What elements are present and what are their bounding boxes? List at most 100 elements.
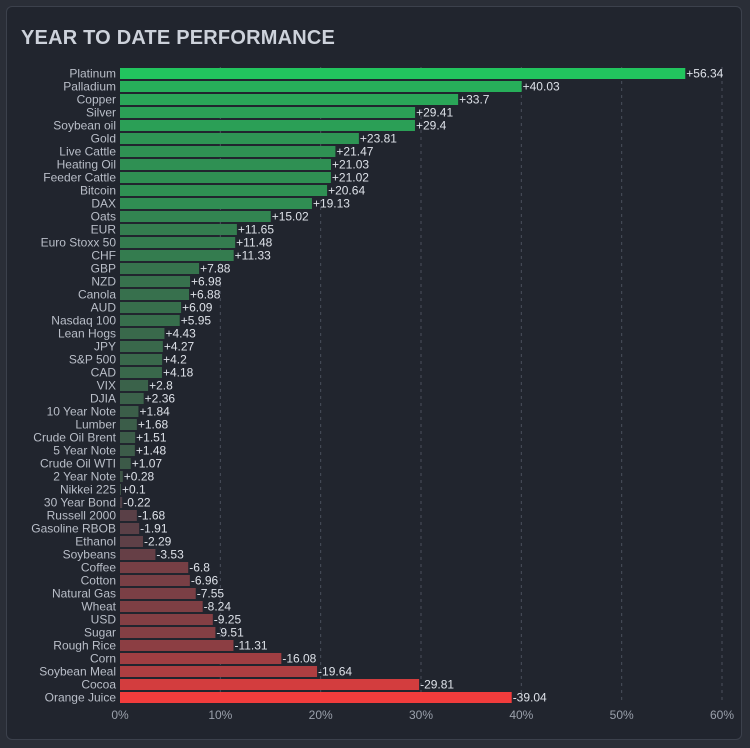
bar	[120, 419, 137, 430]
value-label: +1.68	[138, 418, 169, 432]
category-label: Cocoa	[81, 678, 116, 692]
category-label: 5 Year Note	[53, 444, 116, 458]
bar	[120, 510, 137, 521]
bar	[120, 328, 165, 339]
bar	[120, 68, 686, 79]
x-tick-label: 10%	[208, 708, 232, 722]
bar	[120, 146, 336, 157]
value-label: -39.04	[513, 691, 547, 705]
category-label: Crude Oil Brent	[33, 431, 116, 445]
value-label: +5.95	[181, 314, 212, 328]
category-label: DJIA	[90, 392, 116, 406]
bar	[120, 367, 162, 378]
bar	[120, 289, 190, 300]
value-label: -1.68	[138, 509, 166, 523]
bar	[120, 562, 189, 573]
category-label: Feeder Cattle	[43, 171, 116, 185]
value-label: -7.55	[197, 587, 225, 601]
value-label: +4.43	[165, 327, 196, 341]
category-label: AUD	[91, 301, 117, 315]
category-label: Gasoline RBOB	[31, 522, 116, 536]
value-label: -19.64	[318, 665, 352, 679]
value-label: +1.84	[139, 405, 170, 419]
bar	[120, 575, 190, 586]
value-label: +2.8	[149, 379, 173, 393]
category-label: Corn	[90, 652, 116, 666]
category-label: Oats	[91, 210, 116, 224]
value-label: -1.91	[140, 522, 168, 536]
value-label: -11.31	[234, 639, 267, 653]
bar	[120, 120, 415, 131]
category-label: USD	[91, 613, 117, 627]
bar	[120, 185, 328, 196]
value-label: +6.88	[190, 288, 221, 302]
value-label: +15.02	[272, 210, 309, 224]
category-label: Russell 2000	[47, 509, 117, 523]
category-label: Soybean oil	[53, 119, 116, 133]
bar	[120, 302, 182, 313]
bar	[120, 471, 123, 482]
value-label: +4.2	[163, 353, 187, 367]
bar	[120, 653, 282, 664]
category-label: VIX	[97, 379, 116, 393]
x-tick-label: 50%	[610, 708, 634, 722]
value-label: +2.36	[145, 392, 176, 406]
category-label: Crude Oil WTI	[40, 457, 116, 471]
value-label: -9.51	[216, 626, 244, 640]
value-label: +40.03	[523, 80, 560, 94]
value-label: +29.4	[416, 119, 447, 133]
bar	[120, 393, 144, 404]
value-label: +1.07	[132, 457, 163, 471]
value-label: +23.81	[360, 132, 397, 146]
value-label: -16.08	[282, 652, 316, 666]
bar	[120, 133, 359, 144]
category-label: 2 Year Note	[53, 470, 116, 484]
chart-title: YEAR TO DATE PERFORMANCE	[21, 27, 336, 49]
bar	[120, 198, 312, 209]
bar	[120, 679, 420, 690]
category-label: Palladium	[63, 80, 116, 94]
bar	[120, 224, 237, 235]
bar	[120, 536, 143, 547]
category-label: CHF	[91, 249, 116, 263]
category-label: CAD	[91, 366, 117, 380]
bar	[120, 627, 216, 638]
bar	[120, 107, 416, 118]
category-label: NZD	[91, 275, 116, 289]
bar	[120, 458, 131, 469]
category-label: 10 Year Note	[47, 405, 117, 419]
category-label: DAX	[91, 197, 116, 211]
value-label: +0.28	[124, 470, 155, 484]
x-tick-label: 60%	[710, 708, 734, 722]
value-label: +7.88	[200, 262, 231, 276]
value-label: +0.1	[122, 483, 146, 497]
value-label: +11.48	[236, 236, 272, 250]
category-label: Coffee	[81, 561, 116, 575]
bar	[120, 497, 123, 508]
category-label: Nikkei 225	[60, 483, 116, 497]
category-label: Bitcoin	[80, 184, 116, 198]
category-label: Live Cattle	[59, 145, 116, 159]
bar	[120, 484, 122, 495]
value-label: +21.47	[336, 145, 373, 159]
value-label: +19.13	[313, 197, 350, 211]
bar	[120, 81, 522, 92]
value-label: +6.09	[182, 301, 213, 315]
value-label: -3.53	[156, 548, 184, 562]
value-label: +21.02	[332, 171, 369, 185]
value-label: -6.96	[191, 574, 219, 588]
category-label: Sugar	[84, 626, 116, 640]
value-label: +6.98	[191, 275, 222, 289]
category-label: Wheat	[81, 600, 116, 614]
bar	[120, 380, 149, 391]
value-label: +33.7	[459, 93, 490, 107]
value-label: +11.33	[235, 249, 271, 263]
value-label: +29.41	[416, 106, 453, 120]
category-label: Orange Juice	[45, 691, 117, 705]
category-label: Ethanol	[75, 535, 116, 549]
category-label: Lumber	[75, 418, 116, 432]
category-label: GBP	[91, 262, 116, 276]
category-label: S&P 500	[69, 353, 116, 367]
category-label: JPY	[94, 340, 116, 354]
x-tick-label: 30%	[409, 708, 433, 722]
